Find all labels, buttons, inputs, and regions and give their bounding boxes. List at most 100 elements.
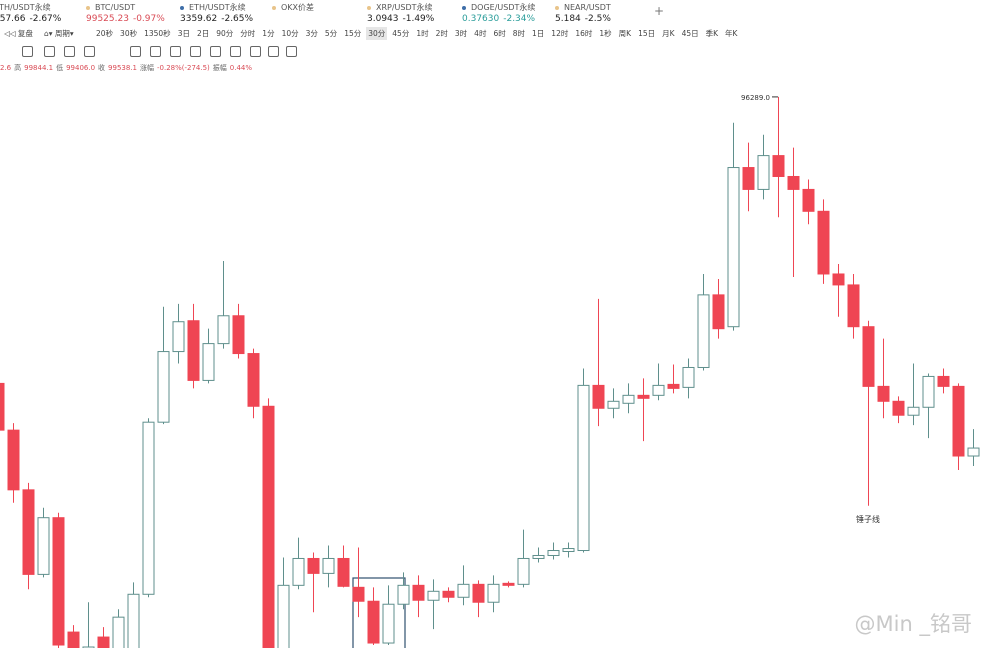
period-option[interactable]: 15分 bbox=[344, 29, 362, 38]
period-option[interactable]: 季K bbox=[705, 29, 719, 38]
ticker[interactable]: BTC/USDT 99525.23 -0.97% bbox=[86, 2, 165, 25]
period-option[interactable]: 8时 bbox=[512, 29, 526, 38]
period-option[interactable]: 1日 bbox=[532, 29, 545, 38]
tool-icon[interactable] bbox=[22, 46, 33, 57]
candle-body bbox=[592, 384, 605, 409]
ticker-price: 3359.62 bbox=[180, 14, 218, 24]
tool-icon[interactable] bbox=[268, 46, 279, 57]
period-option[interactable]: 16时 bbox=[575, 29, 593, 38]
period-option[interactable]: 年K bbox=[725, 29, 738, 38]
ticker-name-row: DOGE/USDT永续 bbox=[462, 2, 535, 13]
period-option[interactable]: 1分 bbox=[262, 29, 275, 38]
candle-body bbox=[757, 155, 770, 190]
tool-icon[interactable] bbox=[190, 46, 201, 57]
replay-button[interactable]: ◁◁ 复盘 bbox=[4, 29, 33, 38]
candle-body bbox=[967, 447, 980, 457]
ticker-name-row: BTC/USDT bbox=[86, 2, 165, 13]
candle-body bbox=[952, 385, 965, 457]
ticker-change: -2.5% bbox=[584, 14, 611, 24]
tool-icon[interactable] bbox=[150, 46, 161, 57]
tool-icon[interactable] bbox=[130, 46, 141, 57]
info-item: 0.44% bbox=[229, 64, 253, 72]
ticker[interactable]: DOGE/USDT永续 0.37630 -2.34% bbox=[462, 2, 535, 25]
period-option[interactable]: 1350秒 bbox=[144, 29, 171, 38]
period-option[interactable]: 周K bbox=[618, 29, 632, 38]
period-option[interactable]: 1时 bbox=[416, 29, 429, 38]
candle-body bbox=[367, 600, 380, 644]
candle-body bbox=[337, 557, 350, 587]
period-option[interactable]: 30分 bbox=[366, 27, 388, 40]
ticker-price-row: 3359.62 -2.65% bbox=[180, 13, 253, 25]
info-item: 振幅 bbox=[212, 64, 227, 72]
period-option[interactable]: 45分 bbox=[392, 29, 410, 38]
tool-icon[interactable] bbox=[84, 46, 95, 57]
tool-icon[interactable] bbox=[230, 46, 241, 57]
period-bar: ◁◁ 复盘 ⌂▾ 周期▾ 20秒 30秒 1350秒 3日 2日 90分 分时 1分 10分 3分… bbox=[0, 27, 982, 41]
candlestick-chart: 96289.0 锤子线 bbox=[0, 94, 980, 648]
period-option[interactable]: 2日 bbox=[196, 29, 210, 38]
period-option[interactable]: 2时 bbox=[435, 29, 448, 38]
period-option[interactable]: 分时 bbox=[240, 29, 256, 38]
period-option[interactable]: 6时 bbox=[493, 29, 506, 38]
add-ticker[interactable]: + bbox=[654, 4, 665, 18]
candle-body bbox=[52, 517, 65, 646]
ticker[interactable]: NEAR/USDT 5.184 -2.5% bbox=[555, 2, 611, 25]
period-option[interactable]: 3日 bbox=[177, 29, 190, 38]
period-option[interactable]: 4时 bbox=[474, 29, 487, 38]
ticker-name-row: NEAR/USDT bbox=[555, 2, 611, 13]
period-option[interactable]: 45日 bbox=[681, 29, 699, 38]
tool-icon[interactable] bbox=[64, 46, 75, 57]
candle-body bbox=[802, 188, 815, 212]
ticker[interactable]: ETH/USDT永续 3359.62 -2.65% bbox=[180, 2, 253, 25]
ticker-change: -2.65% bbox=[221, 14, 254, 24]
period-option[interactable]: 20秒 bbox=[96, 29, 114, 38]
ticker-change: -0.97% bbox=[132, 14, 165, 24]
period-menu[interactable]: ⌂▾ 周期▾ bbox=[44, 29, 74, 38]
ticker-dot bbox=[272, 5, 276, 10]
candle-body bbox=[682, 366, 695, 388]
period-option[interactable]: 12时 bbox=[551, 29, 569, 38]
period-option[interactable]: 10分 bbox=[281, 29, 299, 38]
info-item: 99406.0 bbox=[66, 64, 96, 72]
ticker-dot bbox=[180, 5, 184, 10]
candle-body bbox=[832, 273, 845, 286]
candle-body bbox=[607, 400, 620, 409]
ticker-name-row: XRP/USDT永续 bbox=[367, 2, 434, 13]
ticker-name: ETH/USDT永续 bbox=[189, 3, 246, 12]
candle-body bbox=[187, 320, 200, 381]
period-option[interactable]: 3分 bbox=[305, 29, 318, 38]
info-item: 收 bbox=[98, 64, 106, 72]
candle-info: 2.6 高 99844.1 低 99406.0 收 99538.1 涨幅 -0.28%(-274… bbox=[0, 63, 982, 75]
period-option[interactable]: 90分 bbox=[216, 29, 234, 38]
period-option[interactable]: 月K bbox=[662, 29, 675, 38]
info-item: 高 bbox=[14, 64, 22, 72]
candle-body bbox=[157, 351, 170, 423]
tool-icon[interactable] bbox=[250, 46, 261, 57]
candle-body bbox=[307, 557, 320, 574]
info-item: 99538.1 bbox=[108, 64, 137, 72]
tool-icon[interactable] bbox=[286, 46, 297, 57]
ticker-price-row: 357.66-2.67% bbox=[0, 13, 61, 25]
period-option[interactable]: 15日 bbox=[638, 29, 656, 38]
ticker[interactable]: OKX价差 bbox=[272, 2, 314, 13]
ticker-price-row: 0.37630 -2.34% bbox=[462, 13, 535, 25]
ticker-name: ETH/USDT永续 bbox=[0, 3, 51, 12]
tool-icon[interactable] bbox=[44, 46, 55, 57]
candle-body bbox=[112, 616, 125, 648]
ticker[interactable]: ETH/USDT永续357.66-2.67% bbox=[0, 2, 61, 25]
ticker-name: XRP/USDT永续 bbox=[376, 3, 433, 12]
period-option[interactable]: 3时 bbox=[454, 29, 468, 38]
candle-body bbox=[907, 406, 920, 416]
tool-icon[interactable] bbox=[170, 46, 181, 57]
period-option[interactable]: 1秒 bbox=[599, 29, 612, 38]
info-item: 涨幅 bbox=[140, 64, 154, 72]
period-option[interactable]: 30秒 bbox=[120, 29, 138, 38]
ticker[interactable]: XRP/USDT永续 3.0943 -1.49% bbox=[367, 2, 434, 25]
ticker-name: DOGE/USDT永续 bbox=[471, 3, 536, 12]
candle-body bbox=[427, 590, 440, 601]
period-option[interactable]: 5分 bbox=[324, 29, 338, 38]
tool-icon[interactable] bbox=[210, 46, 221, 57]
candle-body bbox=[7, 429, 20, 491]
candle-body bbox=[652, 384, 665, 396]
candle-body bbox=[127, 593, 140, 648]
